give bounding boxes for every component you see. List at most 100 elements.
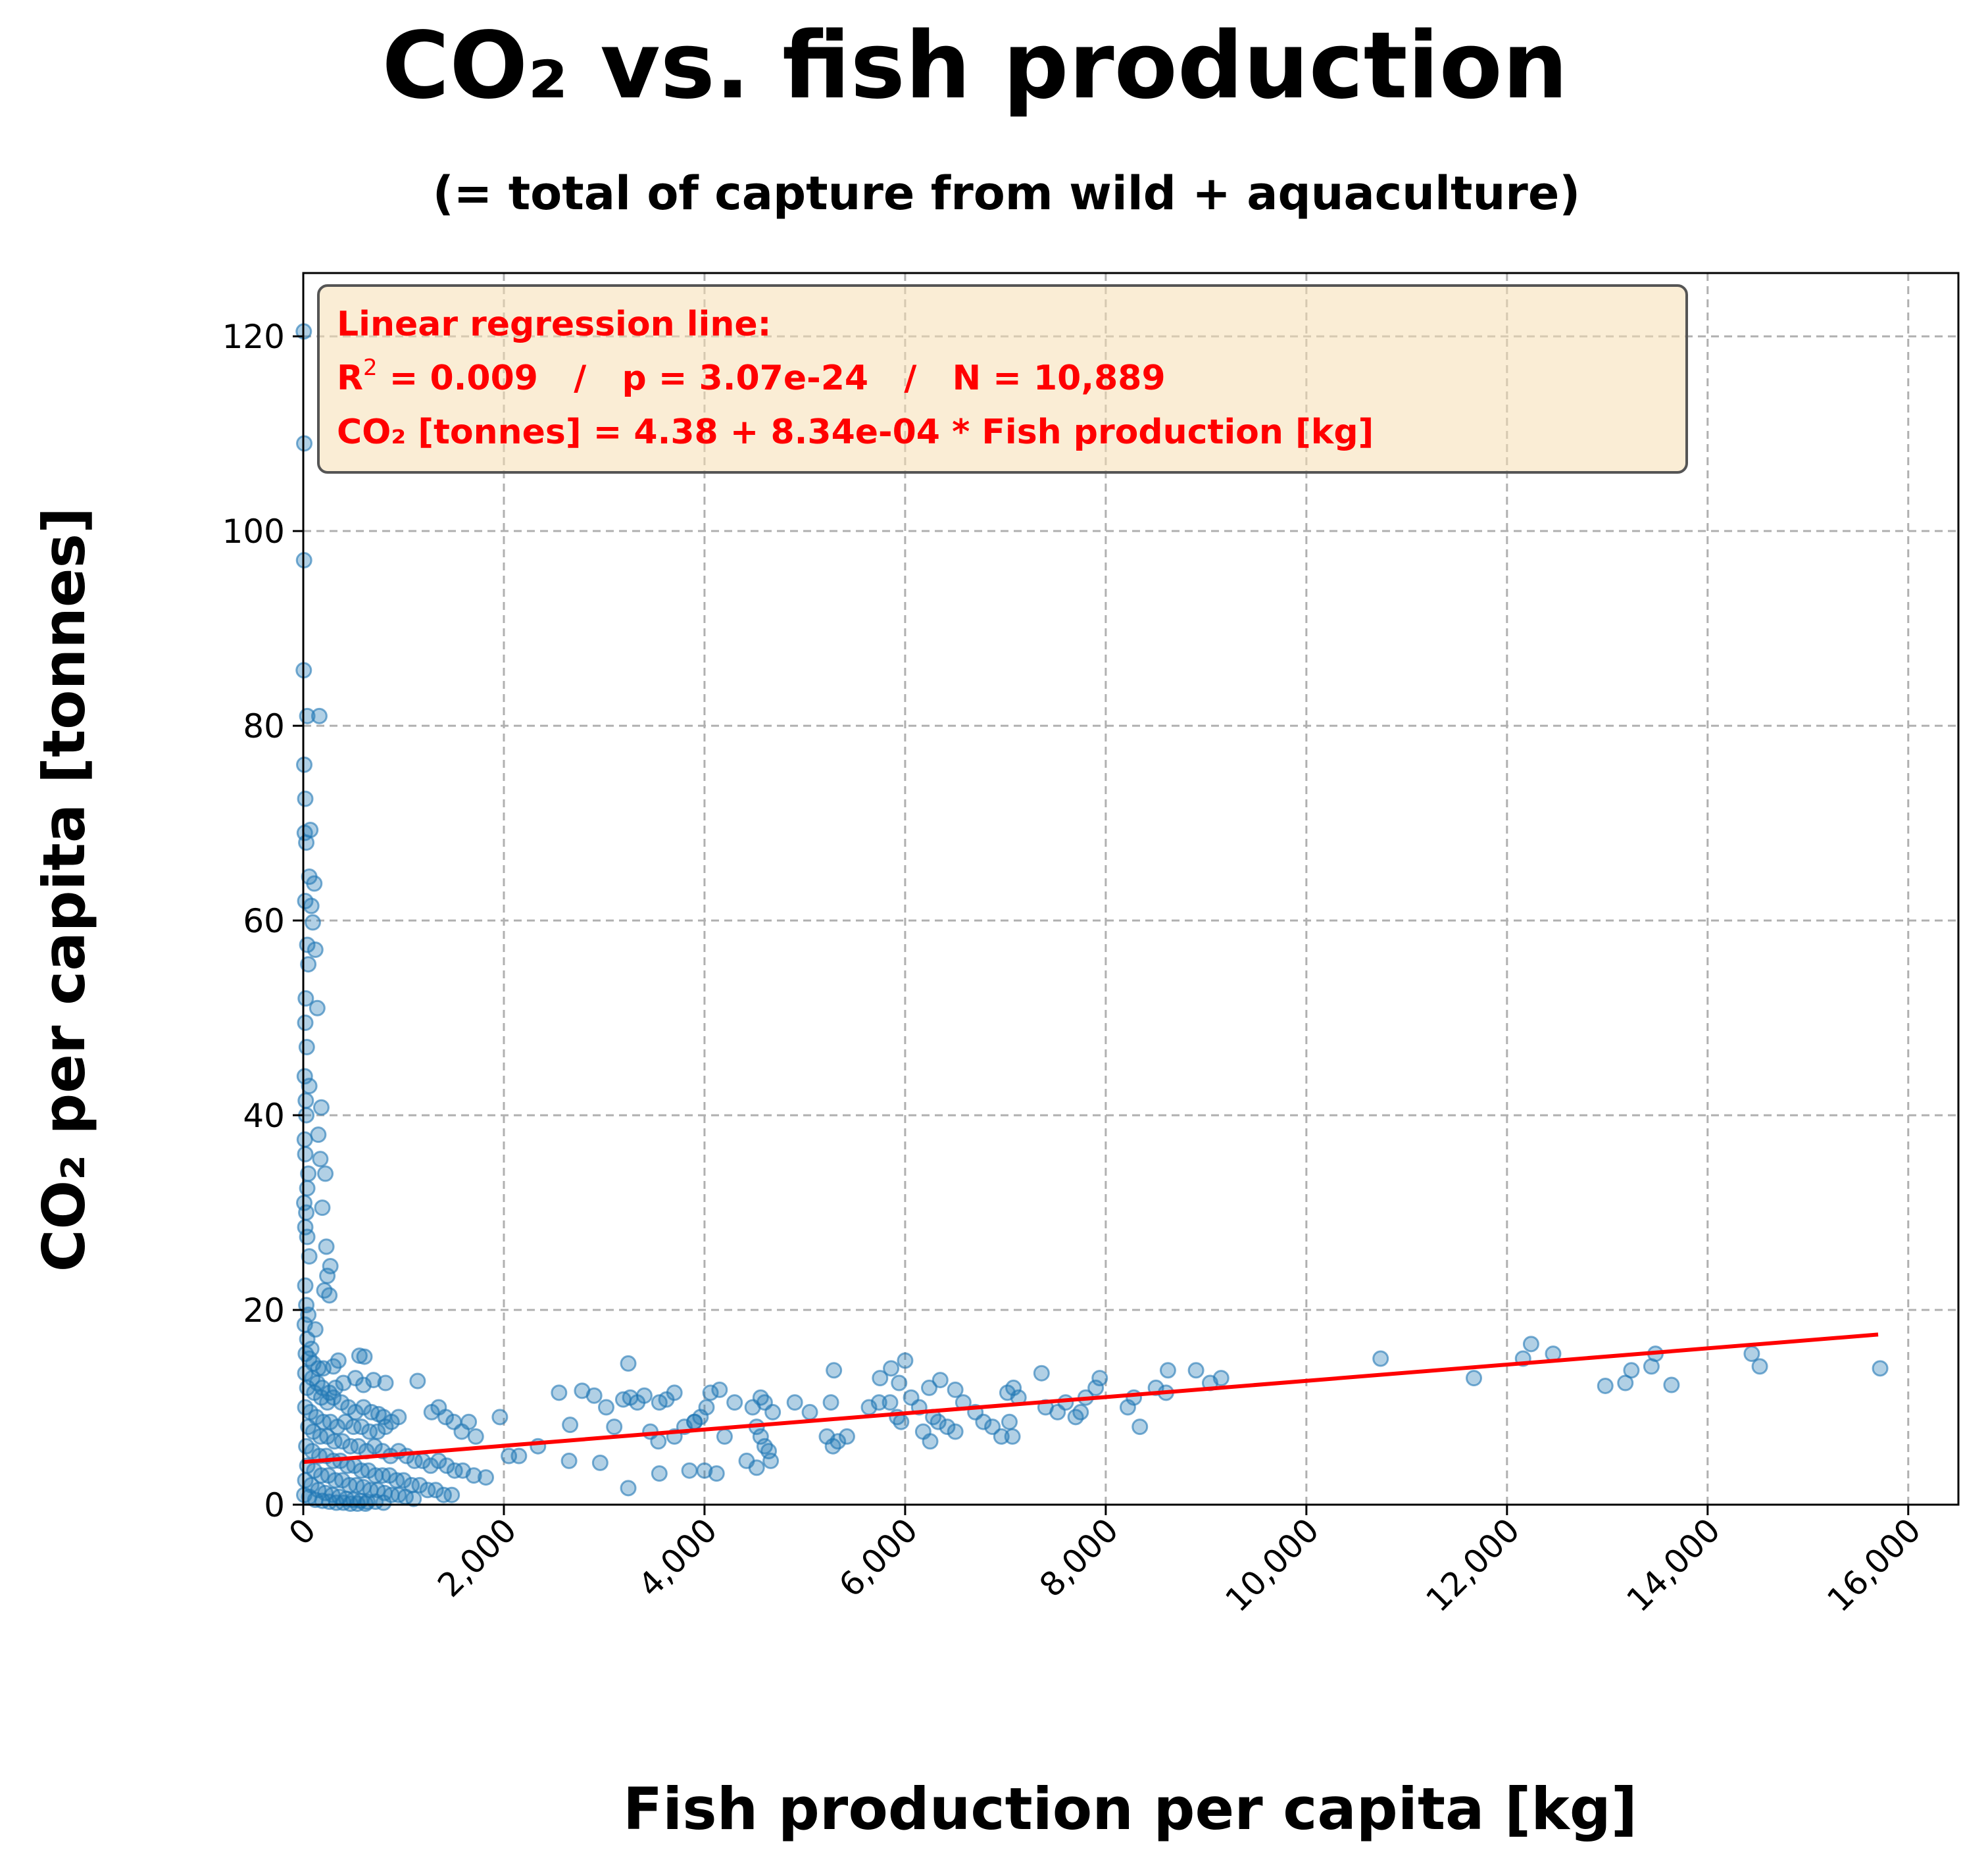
data-point: [355, 1399, 372, 1416]
data-point: [422, 1457, 439, 1474]
data-point: [322, 1257, 339, 1274]
data-point: [726, 1394, 743, 1411]
data-point: [860, 1399, 878, 1416]
data-point: [298, 1204, 315, 1221]
data-point: [311, 707, 328, 724]
data-point: [1623, 1362, 1640, 1379]
data-point: [300, 1306, 317, 1323]
data-point: [1004, 1428, 1021, 1445]
y-tick-label: 80: [243, 707, 285, 745]
data-point: [650, 1433, 667, 1450]
y-axis-title: CO₂ per capita [tonnes]: [30, 507, 98, 1272]
data-point: [390, 1409, 407, 1426]
regression-annotation: Linear regression line: R2 = 0.009 / p =…: [317, 284, 1688, 474]
data-point: [411, 1476, 428, 1493]
data-point: [1663, 1376, 1680, 1393]
data-point: [375, 1494, 392, 1511]
x-tick-label: 10,000: [1218, 1511, 1327, 1619]
data-point: [438, 1457, 455, 1474]
data-point: [651, 1465, 668, 1482]
data-point: [1872, 1360, 1889, 1377]
data-point: [897, 1352, 914, 1369]
data-point: [501, 1447, 518, 1465]
data-point: [467, 1428, 484, 1445]
data-point: [302, 821, 319, 838]
data-point: [356, 1348, 373, 1365]
data-point: [300, 956, 317, 973]
data-point: [318, 1238, 335, 1255]
annotation-line-1: Linear regression line:: [337, 305, 771, 344]
data-point: [443, 1486, 460, 1503]
chart-title: CO₂ vs. fish production: [382, 13, 1568, 120]
data-point: [297, 1092, 314, 1109]
grid-lines: [302, 273, 1958, 1506]
data-point: [296, 1068, 313, 1085]
data-point: [838, 1428, 855, 1445]
data-point: [298, 1038, 315, 1055]
data-point: [752, 1428, 769, 1445]
data-point: [1597, 1377, 1614, 1394]
annotation-line-2: R2 = 0.009 / p = 3.07e-24 / N = 10,889: [337, 355, 1166, 398]
data-point: [297, 1014, 314, 1031]
data-point: [301, 1248, 318, 1265]
annotation-stats: = 0.009 / p = 3.07e-24 / N = 10,889: [378, 359, 1166, 398]
data-point: [1091, 1370, 1108, 1387]
annotation-r-symbol: R: [337, 359, 363, 398]
data-point: [606, 1418, 623, 1436]
data-point: [1465, 1370, 1482, 1387]
x-tick-label: 16,000: [1820, 1511, 1929, 1619]
data-point: [409, 1372, 426, 1390]
data-point: [585, 1387, 603, 1404]
regression-line: [303, 1332, 1879, 1465]
data-point: [309, 999, 326, 1016]
data-point: [947, 1423, 964, 1440]
x-tick-label: 8,000: [1032, 1511, 1126, 1604]
data-point: [299, 1180, 316, 1197]
data-point: [377, 1374, 394, 1392]
data-point: [1033, 1365, 1050, 1382]
data-point: [296, 756, 313, 773]
data-point: [1522, 1336, 1539, 1353]
data-point: [681, 1462, 698, 1479]
data-point: [1187, 1362, 1205, 1379]
annotation-line-3: CO₂ [tonnes] = 4.38 + 8.34e-04 * Fish pr…: [337, 413, 1374, 452]
data-point: [762, 1452, 780, 1469]
data-point: [893, 1413, 910, 1430]
data-points: [295, 323, 1889, 1513]
annotation-box: [317, 284, 1688, 474]
data-point: [891, 1374, 908, 1392]
data-point: [310, 1126, 327, 1143]
data-point: [698, 1399, 715, 1416]
data-point: [748, 1459, 765, 1476]
data-point: [465, 1467, 482, 1484]
data-point: [882, 1394, 899, 1411]
data-point: [337, 1413, 354, 1430]
data-point: [350, 1438, 367, 1455]
data-point: [620, 1480, 637, 1497]
data-point: [1067, 1409, 1084, 1426]
data-point: [598, 1399, 615, 1416]
data-point: [317, 1165, 334, 1182]
data-point: [716, 1428, 733, 1445]
data-point: [405, 1490, 422, 1507]
data-point: [591, 1454, 609, 1471]
data-point: [314, 1199, 331, 1216]
data-point: [930, 1413, 947, 1430]
data-point: [975, 1413, 992, 1430]
data-point: [1001, 1413, 1018, 1430]
data-point: [427, 1482, 444, 1499]
x-axis-title: Fish production per capita [kg]: [623, 1775, 1637, 1843]
data-point: [1087, 1379, 1105, 1396]
y-tick-label: 40: [243, 1097, 285, 1135]
data-point: [932, 1372, 949, 1389]
data-point: [830, 1433, 847, 1450]
data-point: [993, 1428, 1010, 1445]
data-point: [666, 1384, 683, 1401]
data-point: [312, 1151, 329, 1168]
data-point: [377, 1418, 394, 1436]
data-point: [1372, 1350, 1389, 1367]
chart-subtitle: (= total of capture from wild + aquacult…: [433, 166, 1581, 220]
data-point: [296, 435, 313, 452]
data-point: [914, 1423, 932, 1440]
